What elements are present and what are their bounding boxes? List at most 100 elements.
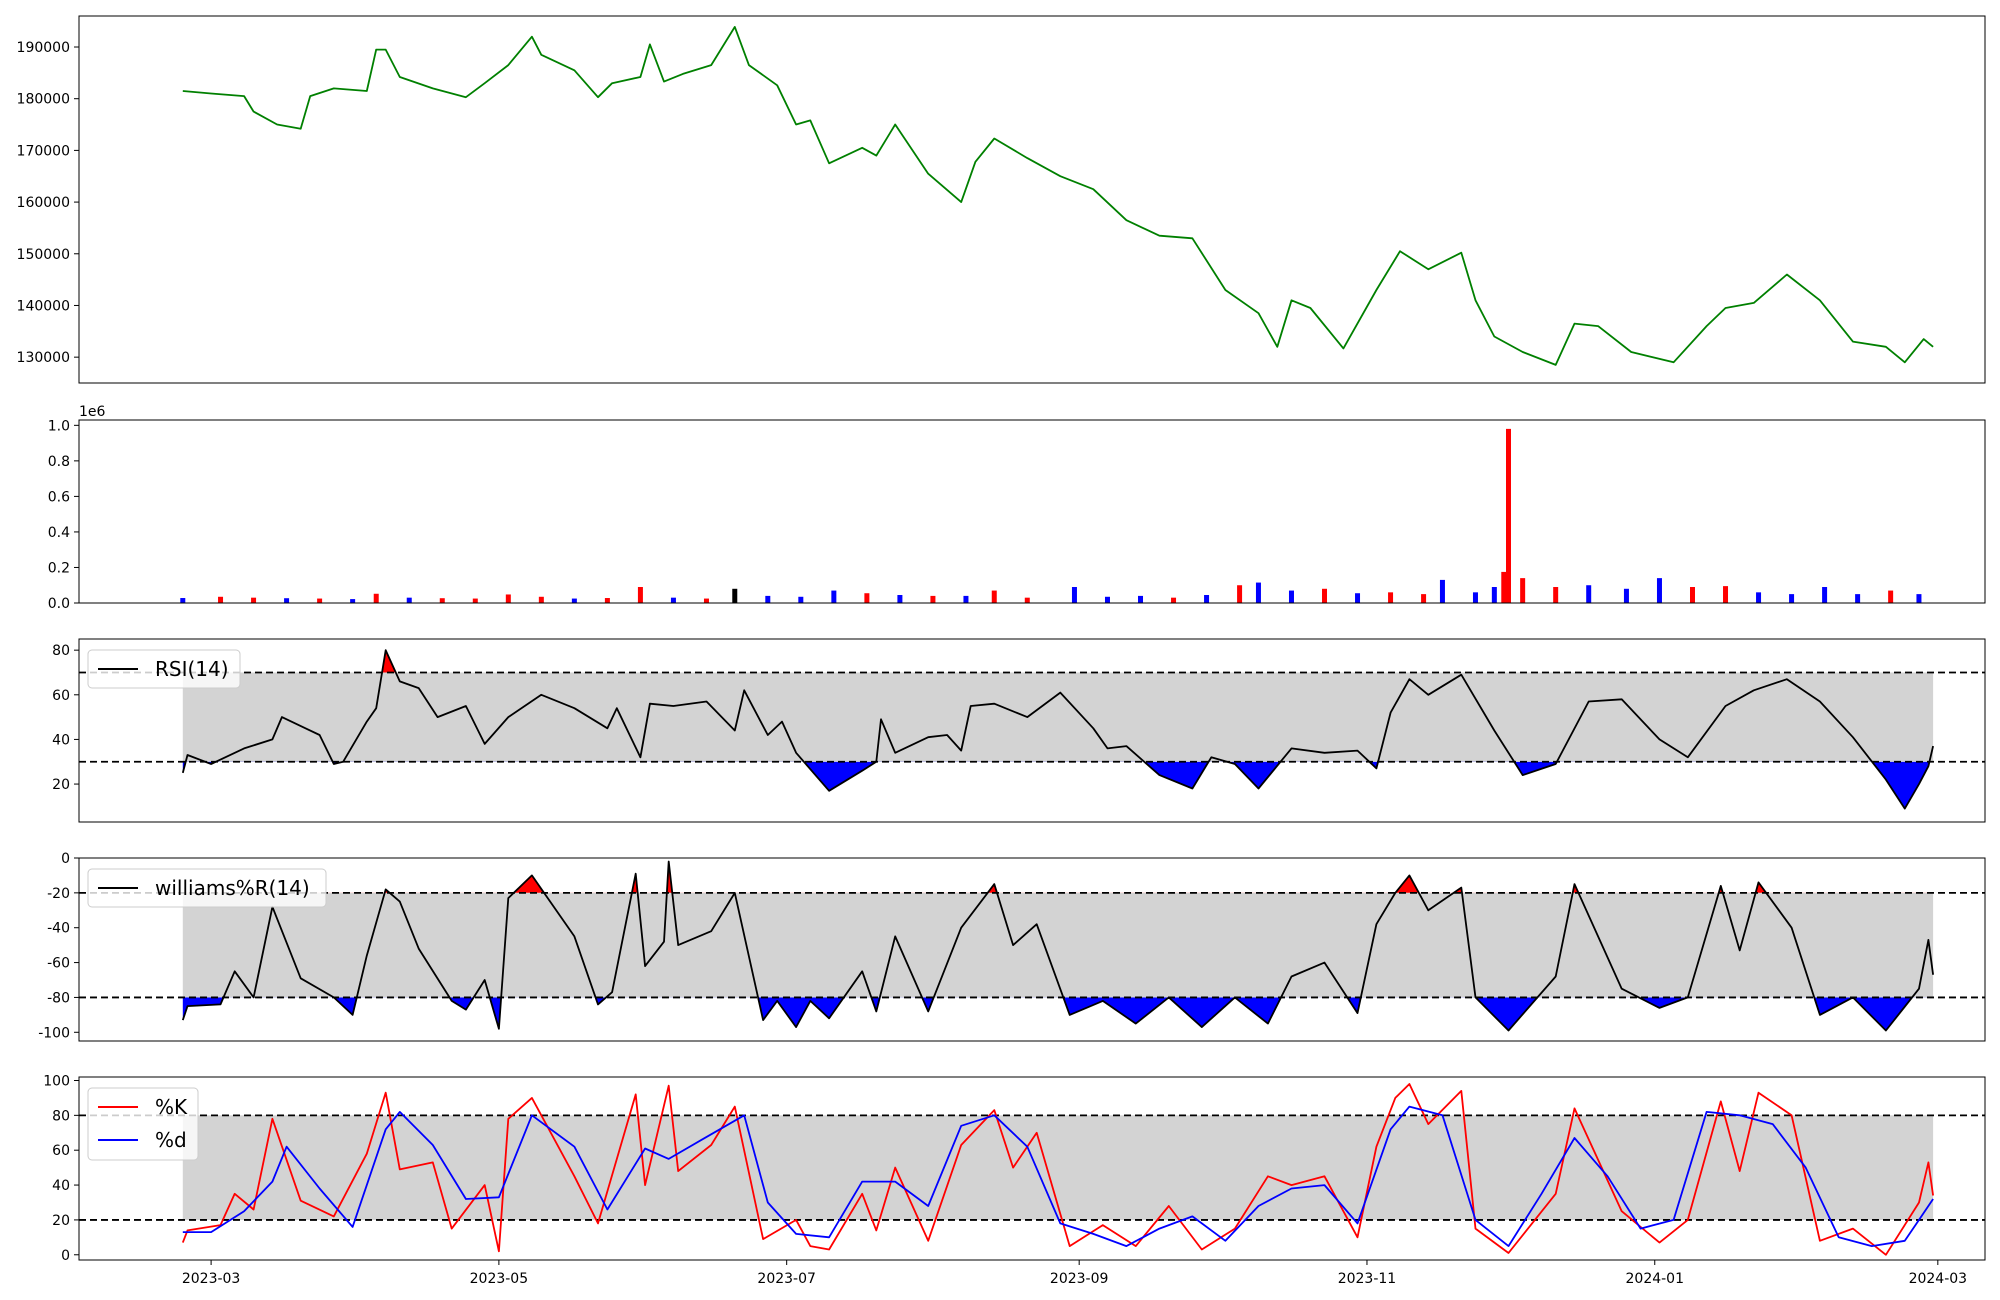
legend-box [87, 649, 241, 689]
legend: williams%R(14) [87, 868, 327, 908]
volume-bar [251, 597, 257, 603]
panel-stochastic: 0 20 40 60 80 100 %K %d 2023-03 2023-05 2023-07 202… [43, 1073, 1986, 1287]
panel-frame [78, 1076, 1986, 1261]
volume-bar [1756, 592, 1762, 603]
y-tick-label: 130000 [17, 350, 70, 366]
y-tick-label: 190000 [17, 40, 70, 56]
legend: RSI(14) [87, 649, 241, 689]
y-tick-label: -60 [47, 956, 70, 972]
volume-bar [1491, 587, 1497, 603]
x-tick-label: 2023-11 [1338, 1271, 1397, 1287]
volume-bar [218, 596, 224, 603]
volume-bar [180, 598, 186, 603]
x-tick-label: 2023-07 [757, 1271, 816, 1287]
rsi-line [181, 649, 1934, 810]
overbought-fill [384, 861, 1767, 893]
y-tick-label: -20 [47, 886, 70, 902]
y-tick-label: 0 [61, 1248, 70, 1264]
legend-label: %K [155, 1095, 188, 1119]
volume-bar [284, 598, 290, 603]
panel-price: 130000 140000 150000 160000 170000 180000 1900… [17, 15, 1986, 384]
volume-bar [1520, 578, 1526, 603]
volume-bar [703, 598, 709, 603]
plot-area [182, 25, 1934, 366]
plot-area [79, 860, 1985, 1032]
volume-bar [963, 595, 969, 603]
volume-bar [1439, 579, 1445, 603]
y-tick-label: 80 [52, 643, 70, 659]
legend-box [87, 868, 327, 908]
panel-frame [78, 15, 1986, 384]
volume-bar [1506, 428, 1511, 603]
plot-area [79, 1083, 1985, 1256]
volume-bar [1723, 586, 1729, 603]
volume-bar [1204, 595, 1210, 603]
legend-label: williams%R(14) [155, 876, 310, 900]
volume-bar [1322, 588, 1328, 603]
y-tick-label: 60 [52, 688, 70, 704]
legend-label: RSI(14) [155, 657, 229, 681]
volume-bar [1656, 578, 1662, 603]
series-line-pct-K [181, 1083, 1934, 1256]
series-line-pct-d [182, 1105, 1934, 1247]
plot-area [79, 649, 1985, 810]
volume-bar [1024, 597, 1030, 603]
y-tick-label: 0.2 [48, 560, 70, 576]
panel-frame [78, 857, 1986, 1042]
volume-bar [472, 598, 478, 603]
volume-bar [1855, 594, 1861, 603]
y-tick-label: 150000 [17, 247, 70, 263]
y-tick-label: -40 [47, 921, 70, 937]
price-line [182, 25, 1934, 366]
y-tick-label: 170000 [17, 143, 70, 159]
volume-bar [1388, 592, 1394, 603]
x-tick-label: 2023-05 [470, 1271, 529, 1287]
y-tick-label: 0.6 [48, 489, 70, 505]
x-tick-label: 2024-03 [1909, 1271, 1968, 1287]
volume-bar [1171, 597, 1177, 603]
volume-bar [1553, 587, 1559, 603]
volume-bar [1071, 587, 1077, 603]
volume-bar [350, 599, 356, 603]
panel-frame [78, 419, 1986, 604]
x-tick-label: 2023-03 [182, 1271, 241, 1287]
volume-bar [1472, 592, 1478, 603]
volume-bar [317, 598, 323, 603]
y-tick-label: 0 [61, 851, 70, 867]
volume-bar [930, 595, 936, 603]
y-tick-label: 180000 [17, 92, 70, 108]
y-tick-label: 0.4 [48, 525, 70, 541]
x-tick-label: 2024-01 [1626, 1271, 1685, 1287]
volume-bar [798, 596, 804, 603]
volume-bar [1421, 594, 1427, 603]
volume-bar [1916, 594, 1922, 603]
volume-bar [439, 598, 445, 603]
volume-bar [1255, 582, 1261, 603]
volume-offset-label: 1e6 [79, 404, 106, 420]
y-tick-label: 60 [52, 1143, 70, 1159]
volume-bar [1501, 571, 1507, 603]
volume-bar [505, 594, 511, 603]
y-tick-label: -80 [47, 990, 70, 1006]
y-tick-label: 80 [52, 1108, 70, 1124]
y-tick-label: 100 [43, 1073, 70, 1089]
y-tick-label: 0.0 [48, 596, 70, 612]
y-tick-label: 0.8 [48, 454, 70, 470]
panels: 130000 140000 150000 160000 170000 180000 1900… [17, 15, 1986, 1287]
volume-bar [1822, 587, 1828, 603]
plot-area [180, 428, 1922, 603]
y-tick-label: 1.0 [48, 418, 70, 434]
volume-bar [1237, 585, 1243, 603]
volume-bar [637, 587, 643, 603]
volume-bar [1789, 594, 1795, 603]
y-tick-label: 140000 [17, 298, 70, 314]
volume-bar [604, 598, 610, 603]
volume-bar [897, 595, 903, 603]
band-fill [182, 672, 1934, 762]
y-tick-label: 20 [52, 1213, 70, 1229]
volume-bar [991, 590, 997, 603]
volume-bar [1355, 593, 1361, 603]
volume-bar [571, 598, 577, 603]
y-tick-label: 40 [52, 1178, 70, 1194]
